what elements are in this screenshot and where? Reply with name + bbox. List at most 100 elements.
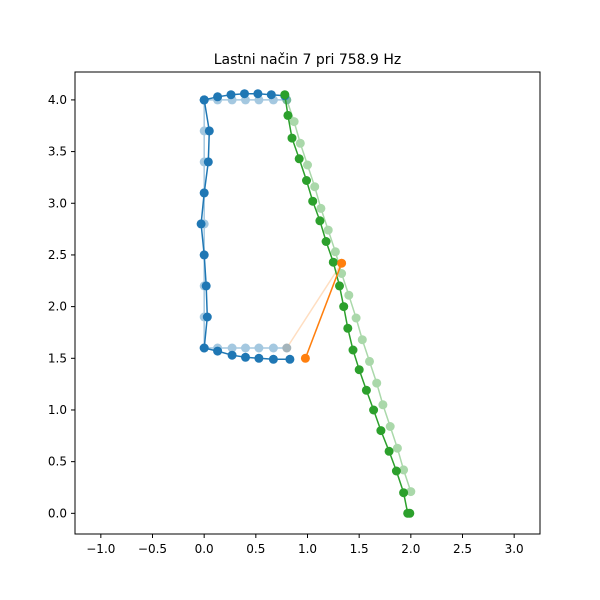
data-point (335, 281, 344, 291)
data-point (337, 269, 347, 278)
x-tick-label: −1.0 (86, 542, 115, 556)
data-point (323, 225, 333, 235)
data-point (391, 466, 401, 476)
data-point (241, 352, 250, 362)
data-point (376, 426, 386, 436)
data-point (384, 446, 394, 456)
data-point (392, 443, 402, 453)
data-point (361, 385, 371, 395)
data-point (285, 354, 295, 364)
data-point (365, 356, 374, 366)
data-point (344, 290, 354, 300)
data-point (199, 188, 209, 198)
data-point (369, 405, 379, 415)
data-point (315, 216, 325, 226)
series-line (286, 99, 412, 492)
data-point (385, 422, 395, 431)
y-axis: 0.0 0.5 1.0 1.5 2.0 2.5 3.0 3.5 4.0 (48, 93, 75, 520)
data-point (254, 353, 264, 363)
data-point (399, 465, 409, 475)
data-point (343, 323, 353, 333)
chart-title: Lastni način 7 pri 758.9 Hz (214, 52, 401, 68)
data-point (268, 343, 278, 353)
series-3-deformed (199, 89, 290, 105)
data-point (405, 508, 415, 518)
data-point (280, 90, 290, 100)
data-point (378, 400, 388, 410)
data-point (303, 160, 312, 170)
data-point (302, 176, 311, 185)
x-axis: −1.0 −0.5 0.0 0.5 1.0 1.5 2.0 2.5 3.0 (86, 534, 524, 556)
data-point (241, 343, 250, 353)
x-tick-label: 2.0 (401, 542, 420, 556)
data-point (282, 343, 292, 353)
series-line (284, 94, 410, 515)
data-point (199, 343, 209, 353)
data-point (348, 345, 358, 355)
series-5-deformed (280, 90, 415, 518)
data-point (199, 95, 209, 105)
data-point (213, 346, 223, 356)
data-point (226, 90, 236, 100)
data-point (300, 353, 310, 363)
data-point (328, 257, 338, 267)
data-point (213, 92, 223, 102)
data-point (372, 378, 382, 388)
data-point (204, 126, 214, 136)
data-point (202, 312, 212, 322)
data-point (294, 154, 304, 164)
data-point (227, 350, 237, 360)
y-tick-label: 1.0 (48, 403, 67, 417)
x-tick-label: 0.5 (246, 542, 265, 556)
series-4-undeformed (282, 95, 416, 497)
y-tick-label: 2.0 (48, 300, 67, 314)
x-tick-label: 3.0 (505, 542, 524, 556)
x-tick-label: 1.0 (298, 542, 317, 556)
data-point (357, 335, 367, 345)
data-point (351, 313, 361, 323)
data-point (196, 219, 206, 229)
data-point (282, 343, 292, 353)
y-tick-label: 0.0 (48, 506, 67, 520)
data-point (316, 203, 326, 213)
data-point (203, 157, 213, 167)
x-tick-label: 0.0 (195, 542, 214, 556)
y-tick-label: 1.5 (48, 351, 67, 365)
axes-frame (74, 71, 541, 535)
series-line (203, 99, 287, 348)
data-point (337, 258, 347, 268)
data-point (330, 247, 340, 257)
series-7-deformed (300, 258, 347, 363)
series-line (304, 262, 343, 359)
data-point (254, 343, 264, 353)
y-tick-label: 0.5 (48, 455, 67, 469)
data-point (339, 302, 349, 312)
x-tick-label: 1.5 (350, 542, 369, 556)
y-tick-label: 3.5 (48, 145, 67, 159)
data-point (399, 488, 409, 498)
y-tick-label: 2.5 (48, 248, 67, 262)
data-point (253, 89, 263, 99)
data-point (227, 343, 237, 353)
series-line (286, 262, 343, 349)
data-point (268, 354, 278, 364)
data-point (321, 237, 331, 246)
data-point (406, 487, 416, 497)
data-point (283, 110, 293, 120)
data-point (354, 365, 364, 375)
data-point (199, 250, 209, 260)
y-tick-label: 3.0 (48, 196, 67, 210)
data-point (310, 182, 320, 192)
data-point (287, 133, 297, 143)
data-point (308, 196, 318, 206)
y-tick-label: 4.0 (48, 93, 67, 107)
plot-area (196, 89, 416, 518)
data-point (295, 138, 305, 148)
data-point (240, 89, 249, 99)
x-tick-label: 2.5 (453, 542, 472, 556)
x-tick-label: −0.5 (138, 542, 167, 556)
data-point (266, 90, 276, 100)
data-point (201, 281, 211, 291)
